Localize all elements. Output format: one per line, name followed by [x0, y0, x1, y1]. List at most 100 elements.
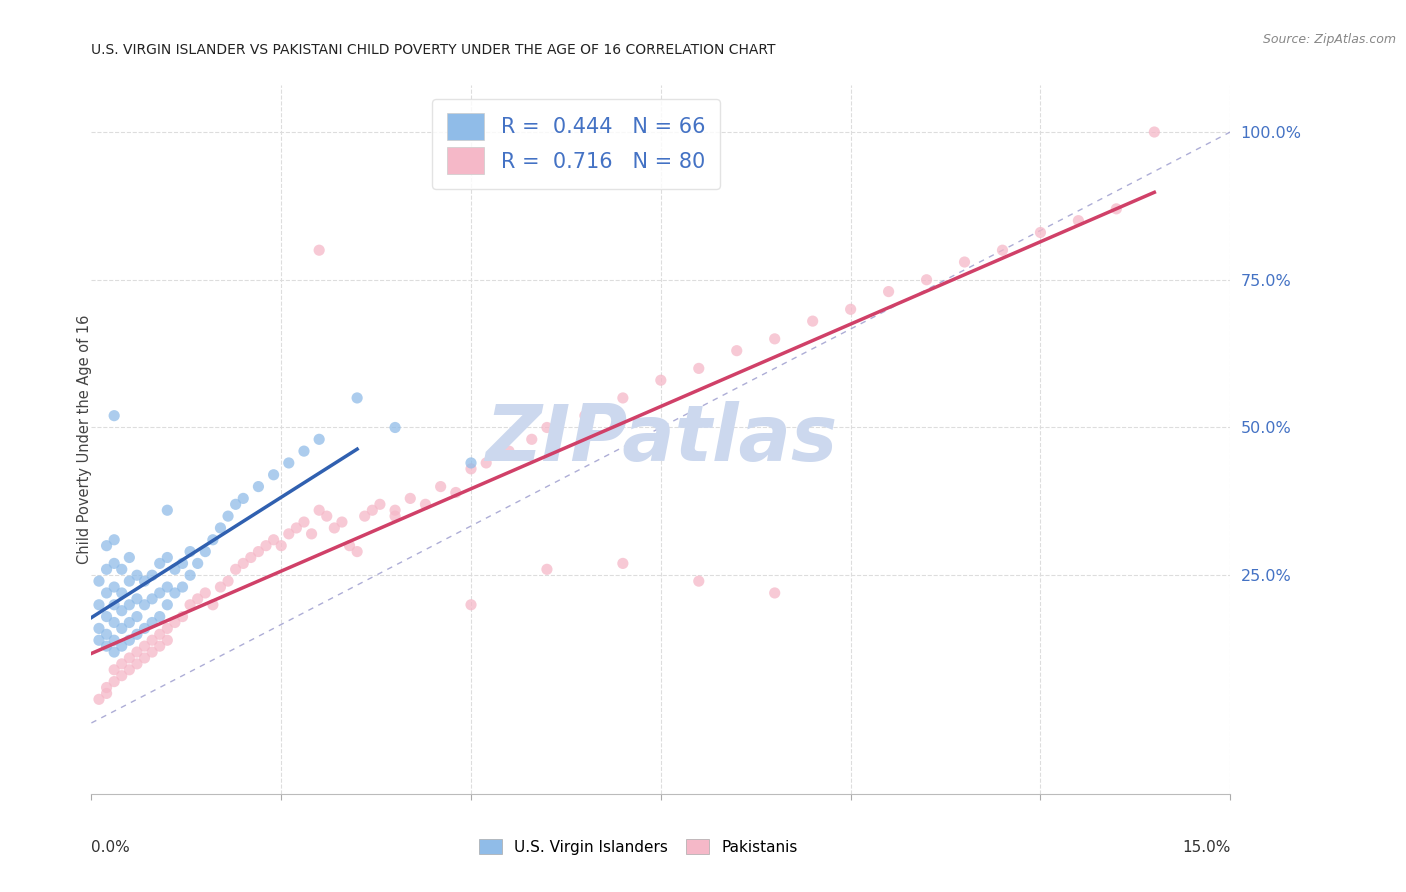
Point	[87, 633, 110, 648]
Point	[149, 627, 172, 641]
Point	[118, 663, 141, 677]
Point	[156, 633, 179, 648]
Point	[96, 539, 118, 553]
Point	[141, 568, 163, 582]
Point	[134, 598, 156, 612]
Point	[688, 574, 710, 589]
Point	[103, 674, 125, 689]
Point	[209, 580, 232, 594]
Point	[96, 609, 118, 624]
Point	[346, 391, 368, 405]
Point	[270, 539, 292, 553]
Point	[612, 557, 634, 571]
Point	[353, 509, 375, 524]
Point	[163, 586, 186, 600]
Point	[225, 497, 247, 511]
Point	[134, 574, 156, 589]
Point	[725, 343, 748, 358]
Point	[415, 497, 437, 511]
Point	[134, 621, 156, 635]
Point	[263, 533, 285, 547]
Point	[156, 580, 179, 594]
Point	[460, 462, 482, 476]
Point	[103, 645, 125, 659]
Point	[217, 509, 239, 524]
Point	[460, 456, 482, 470]
Point	[163, 615, 186, 630]
Point	[96, 681, 118, 695]
Text: 0.0%: 0.0%	[91, 840, 131, 855]
Point	[141, 645, 163, 659]
Point	[688, 361, 710, 376]
Point	[172, 557, 194, 571]
Point	[444, 485, 467, 500]
Point	[96, 586, 118, 600]
Point	[96, 639, 118, 653]
Point	[125, 568, 148, 582]
Point	[179, 544, 201, 558]
Point	[103, 615, 125, 630]
Point	[839, 302, 862, 317]
Point	[125, 645, 148, 659]
Point	[574, 409, 596, 423]
Point	[520, 433, 543, 447]
Point	[308, 433, 330, 447]
Point	[118, 615, 141, 630]
Point	[1105, 202, 1128, 216]
Point	[118, 598, 141, 612]
Point	[498, 444, 520, 458]
Point	[536, 420, 558, 434]
Point	[991, 244, 1014, 258]
Text: Source: ZipAtlas.com: Source: ZipAtlas.com	[1263, 33, 1396, 46]
Point	[103, 633, 125, 648]
Point	[763, 586, 786, 600]
Point	[141, 591, 163, 606]
Point	[187, 557, 209, 571]
Point	[361, 503, 384, 517]
Text: U.S. VIRGIN ISLANDER VS PAKISTANI CHILD POVERTY UNDER THE AGE OF 16 CORRELATION : U.S. VIRGIN ISLANDER VS PAKISTANI CHILD …	[91, 43, 776, 57]
Point	[118, 651, 141, 665]
Point	[111, 669, 134, 683]
Point	[292, 515, 315, 529]
Point	[156, 550, 179, 565]
Text: 15.0%: 15.0%	[1182, 840, 1230, 855]
Point	[247, 544, 270, 558]
Point	[1067, 213, 1090, 227]
Point	[801, 314, 824, 328]
Point	[194, 586, 217, 600]
Point	[141, 615, 163, 630]
Point	[232, 491, 254, 506]
Point	[277, 526, 299, 541]
Point	[277, 456, 299, 470]
Point	[1143, 125, 1166, 139]
Legend: U.S. Virgin Islanders, Pakistanis: U.S. Virgin Islanders, Pakistanis	[472, 832, 804, 861]
Point	[103, 533, 125, 547]
Point	[96, 562, 118, 576]
Point	[239, 550, 262, 565]
Point	[149, 557, 172, 571]
Point	[118, 574, 141, 589]
Point	[96, 686, 118, 700]
Point	[308, 503, 330, 517]
Point	[292, 444, 315, 458]
Point	[247, 480, 270, 494]
Point	[125, 609, 148, 624]
Point	[201, 533, 224, 547]
Point	[163, 562, 186, 576]
Point	[285, 521, 308, 535]
Point	[323, 521, 346, 535]
Point	[339, 539, 361, 553]
Point	[87, 574, 110, 589]
Point	[179, 568, 201, 582]
Point	[103, 663, 125, 677]
Point	[915, 273, 938, 287]
Point	[308, 244, 330, 258]
Point	[225, 562, 247, 576]
Point	[346, 544, 368, 558]
Point	[118, 633, 141, 648]
Point	[217, 574, 239, 589]
Point	[172, 580, 194, 594]
Point	[1029, 226, 1052, 240]
Point	[141, 633, 163, 648]
Point	[953, 255, 976, 269]
